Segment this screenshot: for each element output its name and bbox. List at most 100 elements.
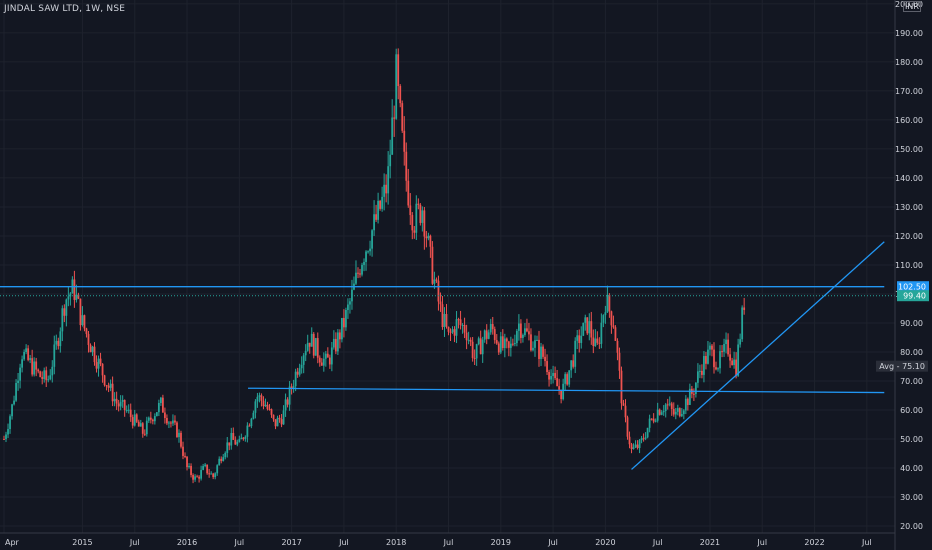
candle-body — [300, 364, 303, 369]
candle-body — [727, 339, 729, 355]
candle-body — [328, 357, 331, 365]
candle-body — [93, 346, 96, 363]
candle-body — [375, 214, 377, 220]
candle-body — [578, 335, 581, 343]
candle-body — [55, 340, 58, 345]
candle-body — [411, 215, 414, 231]
candle-body — [244, 436, 247, 439]
candle-body — [101, 363, 104, 376]
currency-unit-wrap: INR — [903, 0, 921, 12]
y-tick-label: 40.00 — [900, 464, 923, 473]
candle-body — [143, 433, 146, 435]
candle-body — [83, 315, 86, 329]
candle-body — [626, 417, 629, 437]
candle-body — [640, 438, 643, 441]
candle-body — [228, 442, 231, 446]
candle-body — [33, 361, 36, 375]
candle-body — [608, 294, 611, 312]
candle-body — [166, 417, 168, 424]
candle-body — [658, 409, 661, 415]
candle-body — [441, 304, 444, 328]
candle-body — [226, 442, 229, 453]
candle-body — [540, 346, 542, 359]
y-tick-label: 180.00 — [895, 58, 923, 67]
candle-body — [497, 343, 500, 353]
candle-body — [642, 438, 645, 440]
candle-body — [19, 367, 21, 381]
candle-body — [572, 360, 575, 367]
candle-body — [270, 409, 273, 415]
candle-body — [174, 420, 176, 423]
candle-body — [69, 293, 72, 297]
candle-body — [743, 307, 746, 310]
candle-body — [449, 331, 452, 333]
candle-body — [654, 420, 657, 422]
y-tick-label: 80.00 — [900, 348, 923, 357]
candle-body — [79, 298, 82, 326]
candle-body — [310, 333, 313, 347]
candle-body — [703, 356, 705, 375]
candle-body — [618, 352, 621, 371]
candle-body — [170, 422, 172, 424]
candle-body — [630, 444, 633, 450]
candle-body — [483, 330, 486, 340]
candle-body — [620, 370, 623, 404]
candle-body — [341, 317, 343, 340]
candle-body — [278, 417, 281, 420]
candle-body — [202, 466, 205, 470]
candle-body — [415, 203, 418, 233]
candle-body — [59, 331, 62, 347]
candle-body — [306, 342, 309, 351]
candle-body — [463, 324, 466, 333]
candle-body — [65, 299, 68, 316]
candle-body — [584, 317, 587, 323]
candle-body — [168, 422, 170, 424]
candle-body — [699, 370, 701, 372]
candle-body — [407, 180, 410, 206]
candle-body — [477, 338, 480, 345]
candle-body — [737, 344, 740, 376]
candle-body — [377, 200, 380, 220]
candle-body — [157, 403, 160, 413]
candle-body — [672, 408, 675, 415]
candle-body — [248, 425, 251, 427]
candle-body — [266, 404, 269, 409]
candle-body — [515, 330, 518, 344]
candle-body — [194, 476, 196, 480]
candle-body — [296, 371, 299, 375]
candle-body — [320, 362, 323, 366]
candle-body — [332, 338, 335, 348]
candle-body — [347, 304, 349, 310]
candle-body — [196, 476, 198, 478]
candle-body — [51, 366, 54, 376]
candle-body — [284, 399, 287, 411]
candle-body — [676, 408, 679, 412]
candle-body — [264, 404, 267, 407]
candle-body — [304, 350, 307, 356]
candle-body — [459, 319, 462, 326]
y-tick-label: 50.00 — [900, 435, 923, 444]
candle-body — [3, 438, 5, 440]
candle-body — [713, 349, 715, 368]
candle-body — [5, 434, 7, 440]
candle-body — [491, 324, 494, 330]
candle-body — [103, 375, 106, 386]
candle-body — [604, 312, 607, 316]
y-tick-label: 90.00 — [900, 319, 923, 328]
candle-body — [564, 374, 567, 384]
candle-body — [694, 382, 697, 394]
candle-body — [45, 370, 48, 381]
candle-body — [282, 410, 285, 425]
candle-body — [711, 345, 713, 350]
candle-body — [31, 358, 34, 375]
y-tick-label: 60.00 — [900, 406, 923, 415]
x-tick-label: Jul — [129, 538, 140, 547]
candle-body — [190, 465, 192, 475]
candle-body — [212, 473, 215, 478]
candle-body — [511, 343, 514, 345]
candle-body — [11, 404, 13, 417]
candle-body — [272, 414, 275, 420]
candle-body — [387, 166, 390, 194]
candle-body — [280, 419, 283, 425]
candle-body — [397, 54, 400, 87]
